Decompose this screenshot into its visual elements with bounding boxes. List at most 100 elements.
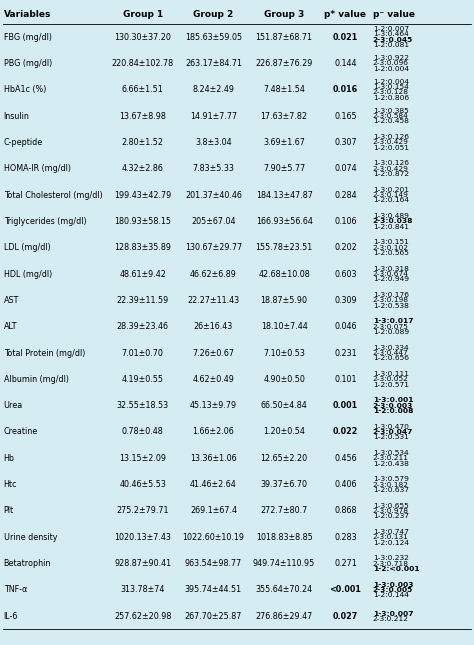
Text: 267.70±25.87: 267.70±25.87 [185,612,242,621]
Text: 13.36±1.06: 13.36±1.06 [190,454,237,463]
Text: Group 3: Group 3 [264,10,304,19]
Text: 1-2:0.007: 1-2:0.007 [373,26,409,32]
Text: 13.15±2.09: 13.15±2.09 [119,454,166,463]
Text: 1-3:0.334: 1-3:0.334 [373,344,408,351]
Text: 1-3:0.151: 1-3:0.151 [373,239,409,245]
Text: 1020.13±7.43: 1020.13±7.43 [114,533,171,542]
Text: 0.144: 0.144 [334,59,356,68]
Text: 1-2:0.531: 1-2:0.531 [373,434,409,441]
Text: 7.10±0.53: 7.10±0.53 [263,348,305,357]
Text: 14.91±7.77: 14.91±7.77 [190,112,237,121]
Text: 0.027: 0.027 [333,612,358,621]
Text: Triglycerides (mg/dl): Triglycerides (mg/dl) [4,217,86,226]
Text: 1-2:0.458: 1-2:0.458 [373,118,409,124]
Text: 39.37±6.70: 39.37±6.70 [261,480,308,489]
Text: 4.62±0.49: 4.62±0.49 [192,375,234,384]
Text: 45.13±9.79: 45.13±9.79 [190,401,237,410]
Text: Creatine: Creatine [4,428,38,437]
Text: 949.74±110.95: 949.74±110.95 [253,559,315,568]
Text: 1018.83±8.85: 1018.83±8.85 [256,533,312,542]
Text: 1-2:0.637: 1-2:0.637 [373,487,409,493]
Text: Plt: Plt [4,506,14,515]
Text: 1-3:0.003: 1-3:0.003 [373,582,413,588]
Text: Htc: Htc [4,480,17,489]
Text: 12.65±2.20: 12.65±2.20 [261,454,308,463]
Text: 2-3:0.003: 2-3:0.003 [373,402,413,409]
Text: Betatrophin: Betatrophin [4,559,51,568]
Text: Urine density: Urine density [4,533,57,542]
Text: Insulin: Insulin [4,112,29,121]
Text: 1-2:0.004: 1-2:0.004 [373,66,409,72]
Text: LDL (mg/dl): LDL (mg/dl) [4,243,51,252]
Text: 2.80±1.52: 2.80±1.52 [122,138,164,147]
Text: 7.83±5.33: 7.83±5.33 [192,164,234,174]
Text: 2-3:0.005: 2-3:0.005 [373,587,413,593]
Text: 0.231: 0.231 [334,348,357,357]
Text: 201.37±40.46: 201.37±40.46 [185,190,242,199]
Text: 1-3:0.017: 1-3:0.017 [373,319,413,324]
Text: 3.69±1.67: 3.69±1.67 [263,138,305,147]
Text: FBG (mg/dl): FBG (mg/dl) [4,32,52,41]
Text: 0.021: 0.021 [333,32,358,41]
Text: 1-2:0.004: 1-2:0.004 [373,79,409,84]
Text: 2-3:0.052: 2-3:0.052 [373,376,409,382]
Text: 0.106: 0.106 [334,217,356,226]
Text: Hb: Hb [4,454,15,463]
Text: 0.406: 0.406 [334,480,356,489]
Text: 2-3:0.978: 2-3:0.978 [373,508,409,514]
Text: 1-2:0.538: 1-2:0.538 [373,303,409,308]
Text: 130.30±37.20: 130.30±37.20 [114,32,171,41]
Text: 1-2:0.949: 1-2:0.949 [373,276,409,283]
Text: 1-3:0.154: 1-3:0.154 [373,84,409,90]
Text: 166.93±56.64: 166.93±56.64 [255,217,312,226]
Text: 2-3:0.045: 2-3:0.045 [373,37,413,43]
Text: 13.67±8.98: 13.67±8.98 [119,112,166,121]
Text: 3.8±3.04: 3.8±3.04 [195,138,232,147]
Text: 66.50±4.84: 66.50±4.84 [261,401,308,410]
Text: 4.32±2.86: 4.32±2.86 [122,164,164,174]
Text: 1-2:0.872: 1-2:0.872 [373,171,409,177]
Text: p* value: p* value [324,10,366,19]
Text: 2-3:0.718: 2-3:0.718 [373,561,409,567]
Text: 2-3:0.447: 2-3:0.447 [373,350,409,356]
Text: 0.283: 0.283 [334,533,357,542]
Text: 1-2:0.656: 1-2:0.656 [373,355,409,361]
Text: 7.26±0.67: 7.26±0.67 [192,348,235,357]
Text: 151.87±68.71: 151.87±68.71 [255,32,313,41]
Text: 1-2:0.164: 1-2:0.164 [373,197,409,203]
Text: 220.84±102.78: 220.84±102.78 [112,59,174,68]
Text: 22.27±11.43: 22.27±11.43 [187,296,239,305]
Text: 1-3:0.385: 1-3:0.385 [373,108,409,114]
Text: ALT: ALT [4,322,17,331]
Text: 928.87±90.41: 928.87±90.41 [114,559,171,568]
Text: 1-3:0.201: 1-3:0.201 [373,187,409,193]
Text: HDL (mg/dl): HDL (mg/dl) [4,270,52,279]
Text: 1-2:0.571: 1-2:0.571 [373,382,409,388]
Text: 40.46±5.53: 40.46±5.53 [119,480,166,489]
Text: 28.39±23.46: 28.39±23.46 [117,322,169,331]
Text: 2-3:0.198: 2-3:0.198 [373,297,409,303]
Text: 1-2:0.144: 1-2:0.144 [373,592,409,599]
Text: 1-3:0.579: 1-3:0.579 [373,477,409,482]
Text: 48.61±9.42: 48.61±9.42 [119,270,166,279]
Text: 18.87±5.90: 18.87±5.90 [261,296,308,305]
Text: 2-3:0.674: 2-3:0.674 [373,271,409,277]
Text: 0.284: 0.284 [334,190,357,199]
Text: 0.022: 0.022 [333,428,358,437]
Text: 6.66±1.51: 6.66±1.51 [122,85,164,94]
Text: 2-3:0.128: 2-3:0.128 [373,89,409,95]
Text: 17.63±7.82: 17.63±7.82 [261,112,308,121]
Text: 1-3:0.489: 1-3:0.489 [373,213,409,219]
Text: 1-3:0.176: 1-3:0.176 [373,292,409,298]
Text: 22.39±11.59: 22.39±11.59 [117,296,169,305]
Text: 1-3:0.464: 1-3:0.464 [373,32,409,37]
Text: 0.307: 0.307 [334,138,357,147]
Text: 2-3:0.102: 2-3:0.102 [373,244,409,251]
Text: Total Protein (mg/dl): Total Protein (mg/dl) [4,348,85,357]
Text: HbA1c (%): HbA1c (%) [4,85,46,94]
Text: 226.87±76.29: 226.87±76.29 [255,59,313,68]
Text: Variables: Variables [4,10,51,19]
Text: 1-3:0.470: 1-3:0.470 [373,424,409,430]
Text: 0.202: 0.202 [334,243,357,252]
Text: 0.271: 0.271 [334,559,357,568]
